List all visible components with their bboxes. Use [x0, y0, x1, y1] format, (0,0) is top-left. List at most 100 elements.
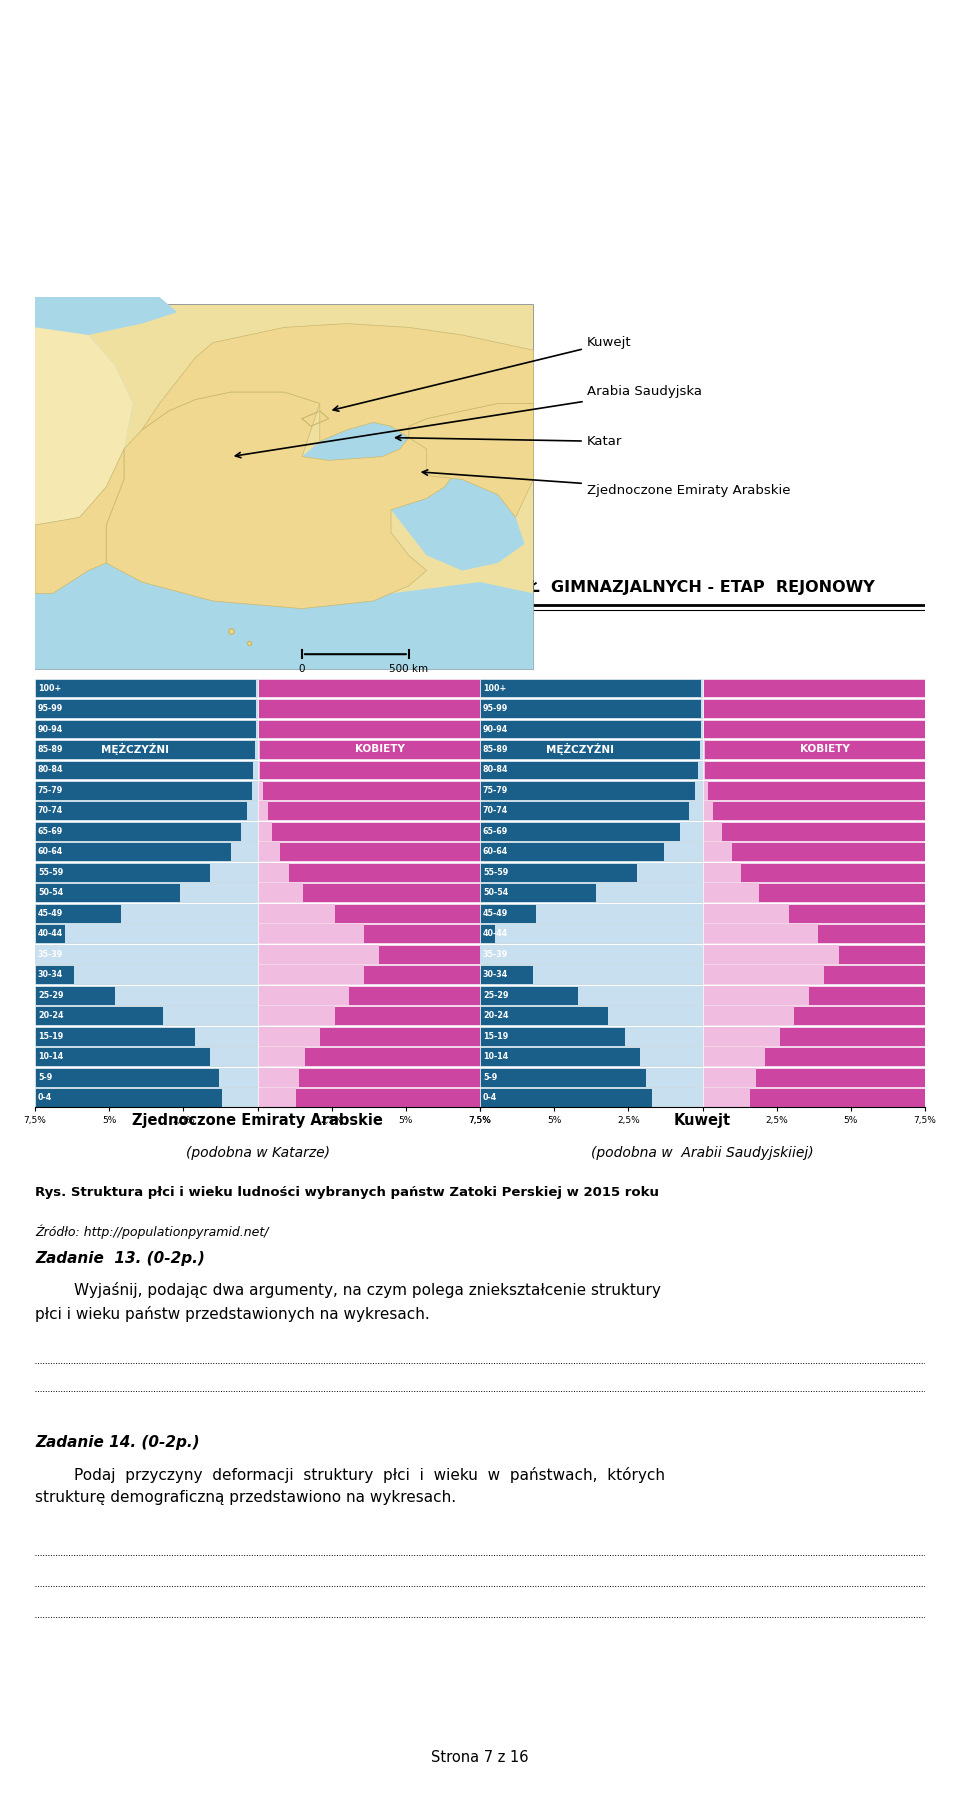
Bar — [35, 864, 257, 882]
Bar — [230, 842, 257, 862]
Bar — [252, 781, 257, 801]
Text: 85-89: 85-89 — [483, 744, 509, 754]
Text: 65-69: 65-69 — [483, 828, 508, 837]
Text: 35-39: 35-39 — [38, 950, 63, 960]
Bar — [210, 1048, 257, 1066]
Bar — [703, 802, 925, 820]
Bar — [257, 842, 480, 862]
Bar — [254, 741, 257, 759]
Polygon shape — [302, 423, 409, 461]
Bar — [480, 699, 703, 717]
Bar — [480, 781, 703, 801]
Bar — [480, 1026, 703, 1046]
Bar — [74, 965, 257, 985]
Bar — [625, 1026, 703, 1046]
Bar — [703, 864, 925, 882]
Bar — [537, 904, 703, 923]
Bar — [703, 741, 706, 759]
Bar — [35, 761, 257, 779]
Bar — [115, 987, 257, 1005]
Text: 100+: 100+ — [483, 683, 506, 692]
Bar — [480, 842, 703, 862]
Bar — [35, 305, 534, 669]
Bar — [703, 987, 809, 1005]
Bar — [703, 802, 713, 820]
Text: 90-94: 90-94 — [38, 725, 63, 734]
Bar — [700, 741, 703, 759]
Bar — [35, 802, 257, 820]
Bar — [35, 1068, 257, 1086]
Bar — [257, 699, 259, 717]
Bar — [681, 822, 703, 840]
Bar — [480, 987, 703, 1005]
Text: 15-19: 15-19 — [483, 1032, 508, 1041]
Text: 95-99: 95-99 — [38, 705, 63, 714]
Text: 70-74: 70-74 — [38, 806, 63, 815]
Polygon shape — [391, 475, 524, 571]
Polygon shape — [142, 323, 534, 441]
Bar — [703, 719, 925, 739]
Bar — [703, 761, 925, 779]
Bar — [480, 945, 703, 963]
Text: MĘŻCZYŹNI: MĘŻCZYŹNI — [546, 743, 614, 755]
Bar — [256, 699, 257, 717]
Bar — [494, 925, 703, 943]
Bar — [480, 884, 703, 902]
Bar — [703, 679, 704, 698]
Bar — [480, 741, 703, 759]
Bar — [703, 719, 704, 739]
Bar — [480, 1068, 703, 1086]
Bar — [703, 761, 706, 779]
Bar — [480, 679, 703, 698]
Bar — [219, 1068, 257, 1086]
Bar — [703, 1068, 925, 1086]
Bar — [703, 1048, 765, 1066]
Bar — [703, 1088, 750, 1108]
Bar — [257, 1026, 320, 1046]
Bar — [257, 802, 480, 820]
Bar — [695, 781, 703, 801]
Text: 55-59: 55-59 — [38, 867, 63, 876]
Bar — [121, 904, 257, 923]
Bar — [35, 1088, 257, 1108]
Text: 55-59: 55-59 — [483, 867, 508, 876]
Bar — [703, 1026, 780, 1046]
Bar — [703, 884, 925, 902]
Bar — [35, 699, 257, 717]
Text: (podobna w  Arabii Saudyjskiiej): (podobna w Arabii Saudyjskiiej) — [591, 1146, 814, 1160]
Text: Katar: Katar — [396, 435, 622, 448]
Text: Źródło: http://populationpyramid.net/: Źródło: http://populationpyramid.net/ — [35, 1225, 269, 1240]
Bar — [257, 965, 364, 985]
Bar — [257, 781, 263, 801]
Text: 65-69: 65-69 — [38, 828, 63, 837]
Bar — [35, 965, 257, 985]
Bar — [703, 842, 732, 862]
Bar — [480, 719, 703, 739]
Bar — [257, 864, 289, 882]
Bar — [703, 741, 925, 759]
Text: Rys. Struktura płci i wieku ludności wybranych państw Zatoki Perskiej w 2015 rok: Rys. Struktura płci i wieku ludności wyb… — [35, 1185, 659, 1200]
Bar — [253, 761, 257, 779]
Bar — [257, 945, 480, 963]
Bar — [257, 965, 480, 985]
Bar — [703, 781, 925, 801]
Bar — [257, 904, 335, 923]
Text: 5-9: 5-9 — [38, 1073, 52, 1082]
Bar — [35, 987, 257, 1005]
Text: Strona 7 z 16: Strona 7 z 16 — [431, 1749, 529, 1764]
Bar — [256, 719, 257, 739]
Text: 45-49: 45-49 — [483, 909, 508, 918]
Text: 60-64: 60-64 — [483, 847, 508, 857]
Bar — [35, 305, 534, 669]
Text: Kuwejt: Kuwejt — [333, 336, 632, 412]
Bar — [480, 965, 703, 985]
Bar — [703, 699, 704, 717]
Bar — [257, 822, 273, 840]
Bar — [703, 842, 925, 862]
Bar — [162, 1006, 257, 1025]
Polygon shape — [35, 327, 132, 526]
Bar — [257, 987, 349, 1005]
Bar — [257, 1088, 296, 1108]
Bar — [257, 925, 364, 943]
Bar — [257, 945, 379, 963]
